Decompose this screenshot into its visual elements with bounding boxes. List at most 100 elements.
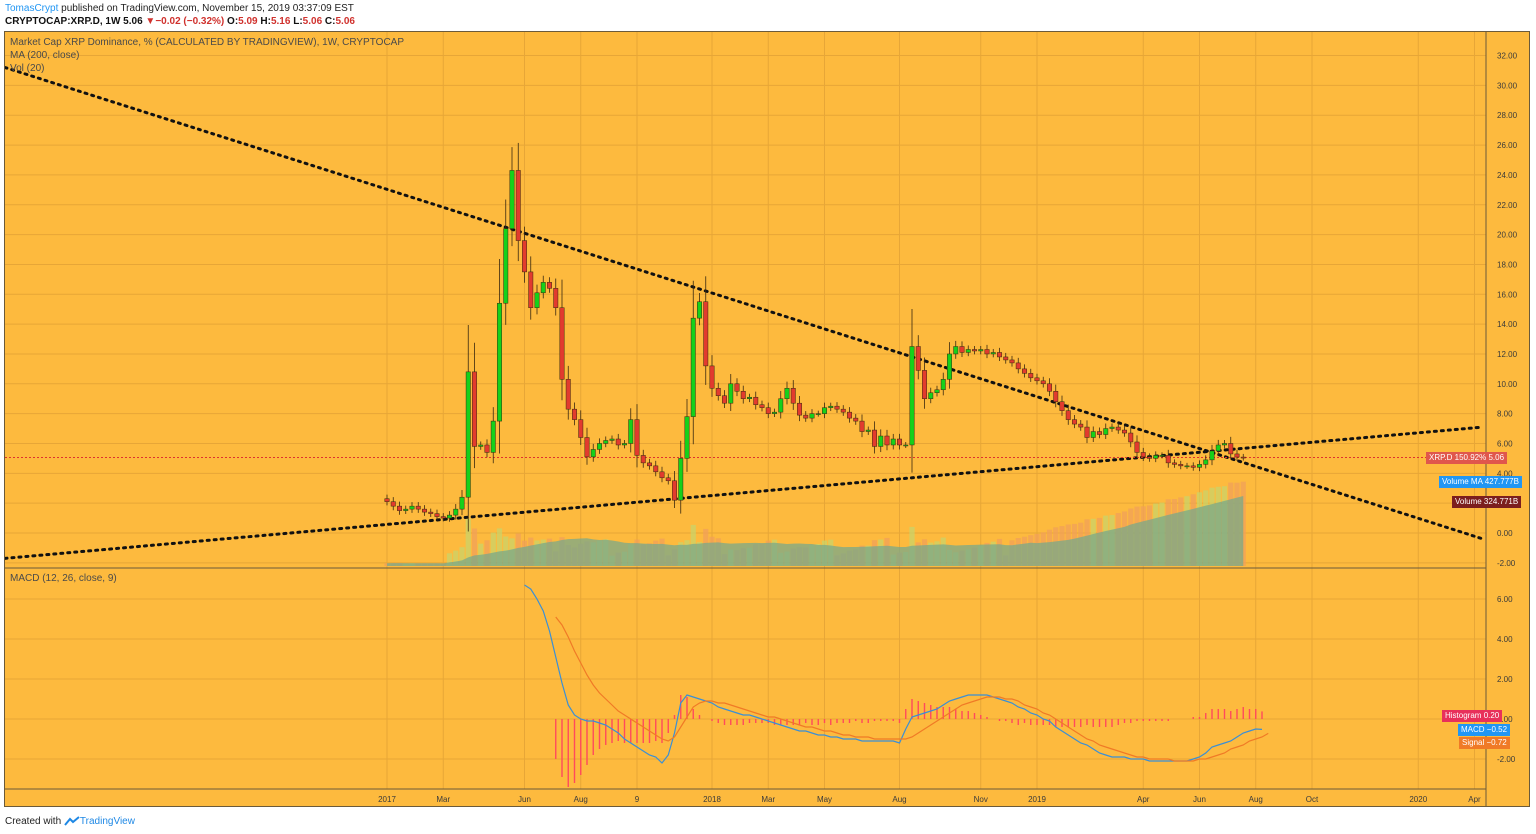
candle-body bbox=[865, 429, 871, 432]
candle-body bbox=[772, 411, 777, 414]
candle-body bbox=[403, 508, 409, 511]
candle-body bbox=[1140, 452, 1146, 458]
candle-body bbox=[653, 465, 659, 473]
candle-body bbox=[1003, 356, 1009, 361]
time-tick-label: Nov bbox=[974, 795, 988, 804]
candle-body bbox=[903, 444, 909, 447]
candle-body bbox=[778, 398, 784, 413]
candle-body bbox=[828, 405, 834, 408]
candle-body bbox=[1015, 362, 1021, 370]
candle-body bbox=[509, 170, 515, 229]
time-tick-label: May bbox=[817, 795, 832, 804]
time-tick-label: 9 bbox=[635, 795, 640, 804]
low-value: 5.06 bbox=[302, 16, 323, 27]
candle-body bbox=[428, 511, 434, 514]
candle-body bbox=[615, 438, 621, 446]
time-tick-label: Apr bbox=[1137, 795, 1150, 804]
ma-legend[interactable]: MA (200, close) bbox=[10, 50, 80, 61]
candle-body bbox=[640, 455, 646, 464]
volume-badge: Volume 324.771B bbox=[1452, 496, 1522, 508]
price-tick-label: 20.00 bbox=[1497, 231, 1518, 240]
tradingview-logo-icon bbox=[64, 816, 80, 826]
volume-bar bbox=[465, 518, 471, 566]
volume-bar bbox=[490, 532, 496, 566]
candle-body bbox=[809, 413, 815, 419]
candle-body bbox=[559, 307, 565, 380]
price-change: −0.02 (−0.32%) bbox=[155, 16, 225, 27]
time-tick-label: Mar bbox=[761, 795, 775, 804]
candle-body bbox=[753, 396, 759, 405]
candle-body bbox=[1122, 429, 1127, 434]
candle-body bbox=[1084, 426, 1090, 438]
candle-body bbox=[928, 392, 934, 399]
candle-body bbox=[659, 471, 665, 479]
candle-body bbox=[572, 408, 577, 420]
candle-body bbox=[628, 419, 634, 444]
time-tick-label: Jun bbox=[1193, 795, 1206, 804]
candle-body bbox=[784, 388, 790, 399]
time-tick-label: 2017 bbox=[378, 795, 396, 804]
candle-body bbox=[697, 301, 702, 319]
candle-body bbox=[1178, 464, 1184, 467]
publish-text: published on TradingView.com, November 1… bbox=[58, 3, 354, 14]
macd-legend[interactable]: MACD (12, 26, close, 9) bbox=[10, 573, 117, 584]
author-name[interactable]: TomasCrypt bbox=[5, 3, 59, 14]
candle-body bbox=[522, 240, 527, 273]
candle-body bbox=[684, 416, 690, 459]
candle-body bbox=[872, 429, 877, 447]
macd-line bbox=[524, 584, 1263, 764]
grid-lines bbox=[5, 32, 1486, 789]
candle-body bbox=[959, 346, 965, 353]
candle-body bbox=[740, 391, 746, 399]
candle-body bbox=[1078, 423, 1084, 428]
macd-axis-labels: -2.00 0.00 2.00 4.00 6.00 bbox=[1497, 595, 1516, 764]
vol-legend[interactable]: Vol (20) bbox=[10, 63, 45, 74]
time-tick-label: Aug bbox=[1249, 795, 1263, 804]
time-tick-label: Apr bbox=[1468, 795, 1481, 804]
candle-body bbox=[1222, 443, 1227, 446]
candle-body bbox=[1172, 462, 1177, 465]
histogram-badge-value: 0.20 bbox=[1483, 711, 1500, 720]
chart-frame[interactable]: -2.00 0.00 2.00 4.00 6.00 8.00 10.00 12.00 14.00… bbox=[4, 31, 1530, 807]
candle-body bbox=[665, 477, 671, 482]
high-label: H: bbox=[260, 16, 271, 27]
candle-body bbox=[690, 317, 696, 417]
candle-body bbox=[1115, 426, 1121, 431]
price-tick-label: 14.00 bbox=[1497, 320, 1518, 329]
candle-body bbox=[1072, 419, 1077, 425]
volume-bar bbox=[446, 553, 453, 566]
footer-text: Created with bbox=[5, 816, 62, 827]
candle-body bbox=[1128, 432, 1134, 443]
price-tick-label: 32.00 bbox=[1497, 52, 1518, 61]
volume-ma-area bbox=[387, 496, 1244, 566]
price-tick-label: 30.00 bbox=[1497, 81, 1518, 90]
histogram-badge-label: Histogram bbox=[1445, 711, 1482, 720]
price-badge-value: 5.06 bbox=[1488, 453, 1505, 462]
candle-body bbox=[1197, 464, 1202, 468]
candle-body bbox=[434, 513, 440, 517]
time-tick-label: 2018 bbox=[703, 795, 721, 804]
chart-canvas[interactable]: -2.00 0.00 2.00 4.00 6.00 8.00 10.00 12.00 14.00… bbox=[5, 32, 1529, 806]
candle-body bbox=[1215, 444, 1221, 452]
candle-body bbox=[759, 404, 765, 408]
price-tick-label: 16.00 bbox=[1497, 290, 1518, 299]
candle-body bbox=[647, 462, 652, 467]
candle-body bbox=[634, 419, 640, 456]
footer-brand[interactable]: TradingView bbox=[79, 816, 135, 827]
price-tick-label: 28.00 bbox=[1497, 111, 1518, 120]
candle-body bbox=[897, 438, 902, 446]
footer: Created with TradingView bbox=[5, 816, 135, 827]
candle-body bbox=[1147, 456, 1152, 459]
time-axis-labels: 2017 Mar Jun Aug 9 2018 Mar May Aug Nov 2019 Apr Jun… bbox=[378, 795, 1481, 804]
macd-badge-label: MACD bbox=[1461, 725, 1485, 734]
volume-bar bbox=[471, 528, 478, 566]
candle-body bbox=[853, 417, 859, 422]
candle-body bbox=[384, 498, 390, 502]
macd-tick-label: 0.00 bbox=[1497, 715, 1513, 724]
last-price: 5.06 bbox=[123, 16, 143, 27]
price-axis-labels: -2.000.002.004.006.008.0010.0012.0014.00… bbox=[1497, 52, 1518, 568]
time-tick-label: Mar bbox=[436, 795, 450, 804]
candle-body bbox=[459, 496, 465, 510]
macd-tick-label: 2.00 bbox=[1497, 675, 1513, 684]
price-tick-label: 24.00 bbox=[1497, 171, 1518, 180]
